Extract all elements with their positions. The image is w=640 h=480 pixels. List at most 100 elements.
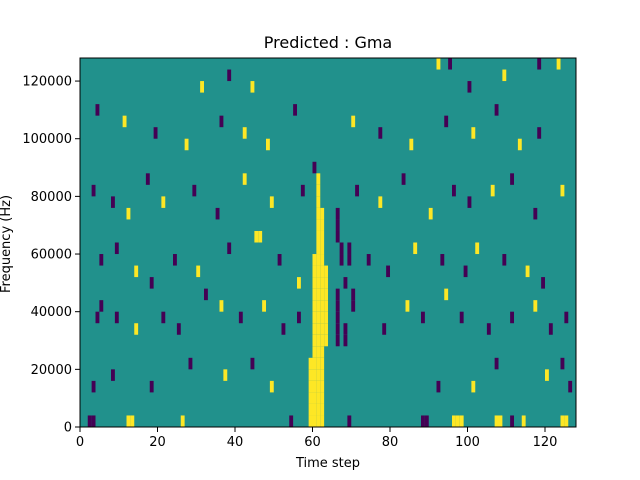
x-tick-label: 60 <box>304 435 321 450</box>
heatmap-cells <box>87 58 573 427</box>
heatmap-cell <box>320 415 325 427</box>
heatmap-cell <box>300 184 305 197</box>
heatmap-cell <box>188 357 193 370</box>
heatmap-cell <box>316 415 321 427</box>
heatmap-cell <box>510 311 515 324</box>
heatmap-cell <box>176 323 181 335</box>
y-tick-label: 60000 <box>31 248 72 263</box>
heatmap-cell <box>308 380 313 393</box>
heatmap-cell <box>347 254 352 266</box>
y-tick-label: 120000 <box>22 75 72 90</box>
heatmap-cell <box>99 254 104 266</box>
heatmap-cell <box>204 288 208 301</box>
heatmap-cell <box>537 58 542 70</box>
axes-frame <box>79 57 577 428</box>
heatmap-cell <box>320 300 325 312</box>
heatmap-cell <box>238 311 243 324</box>
x-tick-label: 40 <box>227 435 244 450</box>
heatmap-cell <box>564 311 569 324</box>
heatmap-cell <box>227 242 232 255</box>
heatmap-cell <box>130 415 135 427</box>
heatmap-cell <box>459 311 464 324</box>
heatmap-cell <box>424 415 429 427</box>
heatmap-cell <box>560 415 565 427</box>
heatmap-cell <box>242 173 247 185</box>
heatmap-cell <box>316 300 321 312</box>
heatmap-cell <box>533 207 538 220</box>
heatmap-cell <box>560 357 565 370</box>
heatmap-cell <box>471 380 476 393</box>
heatmap-cell <box>316 288 321 301</box>
heatmap-cell <box>436 58 441 70</box>
heatmap-cell <box>335 288 340 301</box>
heatmap-cell <box>312 254 317 266</box>
heatmap-cell <box>289 415 294 427</box>
heatmap-cell <box>192 184 197 197</box>
heatmap-cell <box>308 369 313 381</box>
y-tick-label: 100000 <box>22 132 72 147</box>
heatmap-cell <box>335 334 340 347</box>
heatmap-cell <box>312 334 317 347</box>
heatmap-cell <box>316 311 321 324</box>
x-tick-label: 120 <box>533 435 558 450</box>
heatmap-cell <box>91 415 96 427</box>
heatmap-cell <box>308 392 313 404</box>
heatmap-cell <box>471 127 476 139</box>
heatmap-cell <box>548 323 553 335</box>
heatmap-cell <box>320 207 325 220</box>
heatmap-cell <box>126 207 131 220</box>
heatmap-cell <box>95 311 100 324</box>
heatmap-cell <box>343 334 348 347</box>
heatmap-cell <box>320 346 325 358</box>
heatmap-cell <box>339 242 344 255</box>
heatmap-cell <box>308 403 313 416</box>
heatmap-cell <box>316 254 321 266</box>
heatmap-cell <box>475 242 480 255</box>
heatmap-cell <box>324 277 329 289</box>
heatmap-cell <box>312 300 317 312</box>
heatmap-cell <box>324 323 329 335</box>
heatmap-cell <box>312 323 317 335</box>
x-axis-ticks: 0 20 40 60 80 100 120 <box>76 427 558 450</box>
heatmap-cell <box>316 196 321 208</box>
heatmap-cell <box>316 242 321 255</box>
heatmap-cell <box>184 138 189 151</box>
heatmap-cell <box>320 219 325 231</box>
heatmap-cell <box>215 207 220 220</box>
x-tick-label: 100 <box>455 435 480 450</box>
heatmap-cell <box>335 230 340 243</box>
x-tick-label: 80 <box>382 435 399 450</box>
heatmap-cell <box>320 242 325 255</box>
heatmap-cell <box>95 104 100 116</box>
heatmap-cell <box>316 403 321 416</box>
heatmap-cell <box>463 265 468 278</box>
heatmap-cell <box>320 357 325 370</box>
heatmap-cell <box>312 403 317 416</box>
heatmap-cell <box>312 392 317 404</box>
heatmap-cell <box>250 81 255 93</box>
heatmap-cell <box>409 138 414 151</box>
heatmap-cell <box>525 265 530 278</box>
heatmap-cell <box>378 196 383 208</box>
heatmap-cell <box>421 311 425 324</box>
heatmap-cell <box>382 323 387 335</box>
heatmap-cell <box>316 184 321 197</box>
heatmap-cell <box>401 173 406 185</box>
heatmap-cell <box>320 403 325 416</box>
heatmap-cell <box>320 288 325 301</box>
heatmap-cell <box>510 173 515 185</box>
heatmap-cell <box>134 323 139 335</box>
heatmap-cell <box>312 357 317 370</box>
heatmap-cell <box>413 242 418 255</box>
heatmap-cell <box>266 138 270 151</box>
heatmap-cell <box>91 184 96 197</box>
heatmap-cell <box>312 311 317 324</box>
heatmap-cell <box>335 219 340 231</box>
heatmap-cell <box>444 115 449 128</box>
heatmap-cell <box>324 311 329 324</box>
heatmap-cell <box>126 415 131 427</box>
heatmap-cell <box>335 300 340 312</box>
heatmap-cell <box>533 300 538 312</box>
heatmap-cell <box>444 288 449 301</box>
